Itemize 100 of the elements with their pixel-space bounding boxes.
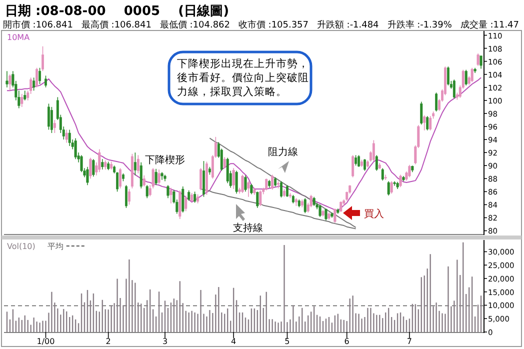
candlestick: [420, 101, 423, 125]
text: 10MA: [7, 33, 30, 42]
candlestick: [190, 192, 194, 202]
candlestick: [244, 174, 247, 192]
candlestick: [170, 187, 172, 204]
candlestick: [363, 158, 366, 172]
candlestick: [241, 174, 244, 194]
candlestick: [390, 180, 393, 194]
candlestick: [128, 188, 130, 206]
chart-title: 日期 :08-08-00 0005 (日線圖): [5, 4, 230, 19]
candlestick: [324, 208, 328, 221]
x-tick-label: 1/00: [36, 337, 55, 346]
candlestick: [304, 198, 306, 214]
candlestick: [44, 75, 47, 88]
candlestick: [74, 138, 77, 160]
candlestick: [32, 77, 36, 92]
legend-label: 平均: [47, 242, 64, 251]
candlestick: [119, 168, 122, 189]
chart-subtitle: 開市價 :106.841 最高價 :106.841 最低價 :104.862 收市價 :105.357 升跌額 :-1.484 升跌率 :-1.39% 成交量 :11.47: [3, 20, 519, 30]
annotation: 下降楔形: [145, 154, 185, 166]
candlestick: [408, 164, 411, 178]
candlestick: [476, 53, 480, 66]
candlestick: [384, 174, 387, 180]
candlestick: [188, 190, 190, 202]
x-tick-label: 3: [162, 337, 168, 346]
candlestick: [256, 191, 259, 208]
candlestick: [381, 168, 384, 181]
candlestick: [166, 184, 170, 199]
candlestick: [184, 195, 188, 212]
x-tick-label: 2: [106, 337, 111, 346]
candlestick: [24, 90, 26, 101]
candlestick: [124, 184, 128, 208]
candlestick: [423, 115, 426, 131]
candlestick: [235, 170, 238, 194]
candlestick: [334, 208, 336, 224]
candlestick: [194, 191, 196, 204]
candlestick: [399, 174, 402, 188]
annotation: 支持線: [233, 222, 263, 234]
candlestick: [232, 168, 235, 190]
candlestick: [318, 204, 322, 218]
candlestick: [53, 120, 56, 134]
candlestick: [6, 70, 8, 88]
candlestick: [226, 157, 229, 184]
x-tick-label: 4: [231, 337, 236, 346]
text: Vol(10): [7, 242, 36, 251]
candlestick: [92, 158, 95, 178]
candlestick: [200, 168, 202, 191]
candlestick: [480, 55, 482, 70]
candlestick: [202, 160, 205, 198]
candlestick: [435, 92, 438, 112]
candlestick: [372, 140, 375, 162]
candlestick: [158, 169, 160, 184]
candlestick: [426, 116, 429, 131]
candlestick: [89, 157, 92, 180]
candlestick: [286, 184, 288, 198]
candlestick: [140, 162, 142, 189]
candlestick: [470, 67, 474, 83]
annotation: 下降楔形出現在上升市勢，後市看好。價位向上突破阻力線，採取買入策略。: [177, 57, 309, 98]
annotation: 阻力線: [268, 146, 298, 158]
candlestick: [354, 154, 358, 166]
candlestick: [182, 186, 184, 213]
candlestick: [50, 106, 53, 134]
candlestick: [223, 156, 226, 169]
candlestick: [358, 154, 360, 168]
candlestick: [446, 66, 450, 86]
candlestick: [42, 46, 44, 72]
candlestick: [65, 129, 68, 144]
x-tick-label: 6: [344, 337, 350, 346]
candlestick: [452, 79, 456, 99]
candlestick: [146, 184, 148, 199]
candlestick: [429, 116, 432, 131]
candlestick: [38, 67, 42, 85]
candlestick: [104, 160, 107, 170]
candlestick: [101, 158, 104, 170]
candlestick: [265, 178, 268, 191]
candlestick: [8, 74, 12, 92]
candlestick: [271, 174, 274, 190]
candlestick: [250, 183, 253, 195]
candlestick: [68, 129, 71, 146]
candlestick: [312, 196, 316, 206]
candlestick: [136, 154, 140, 174]
candlestick: [259, 190, 262, 206]
candlestick: [387, 180, 390, 196]
candlestick: [154, 168, 158, 186]
candlestick: [274, 176, 277, 187]
annotation: 買入: [364, 208, 384, 220]
candlestick: [47, 103, 50, 130]
candlestick: [98, 148, 101, 172]
candlestick: [196, 194, 200, 204]
x-tick-label: 7: [406, 337, 412, 346]
x-tick-label: 5: [284, 337, 290, 346]
candlestick: [20, 94, 24, 108]
candlestick: [86, 166, 89, 186]
candlestick: [247, 180, 250, 198]
candlestick: [142, 174, 146, 187]
candlestick: [36, 67, 38, 88]
candlestick: [280, 180, 283, 198]
candlestick: [352, 154, 354, 178]
candlestick: [375, 154, 378, 172]
candlestick: [134, 152, 136, 176]
